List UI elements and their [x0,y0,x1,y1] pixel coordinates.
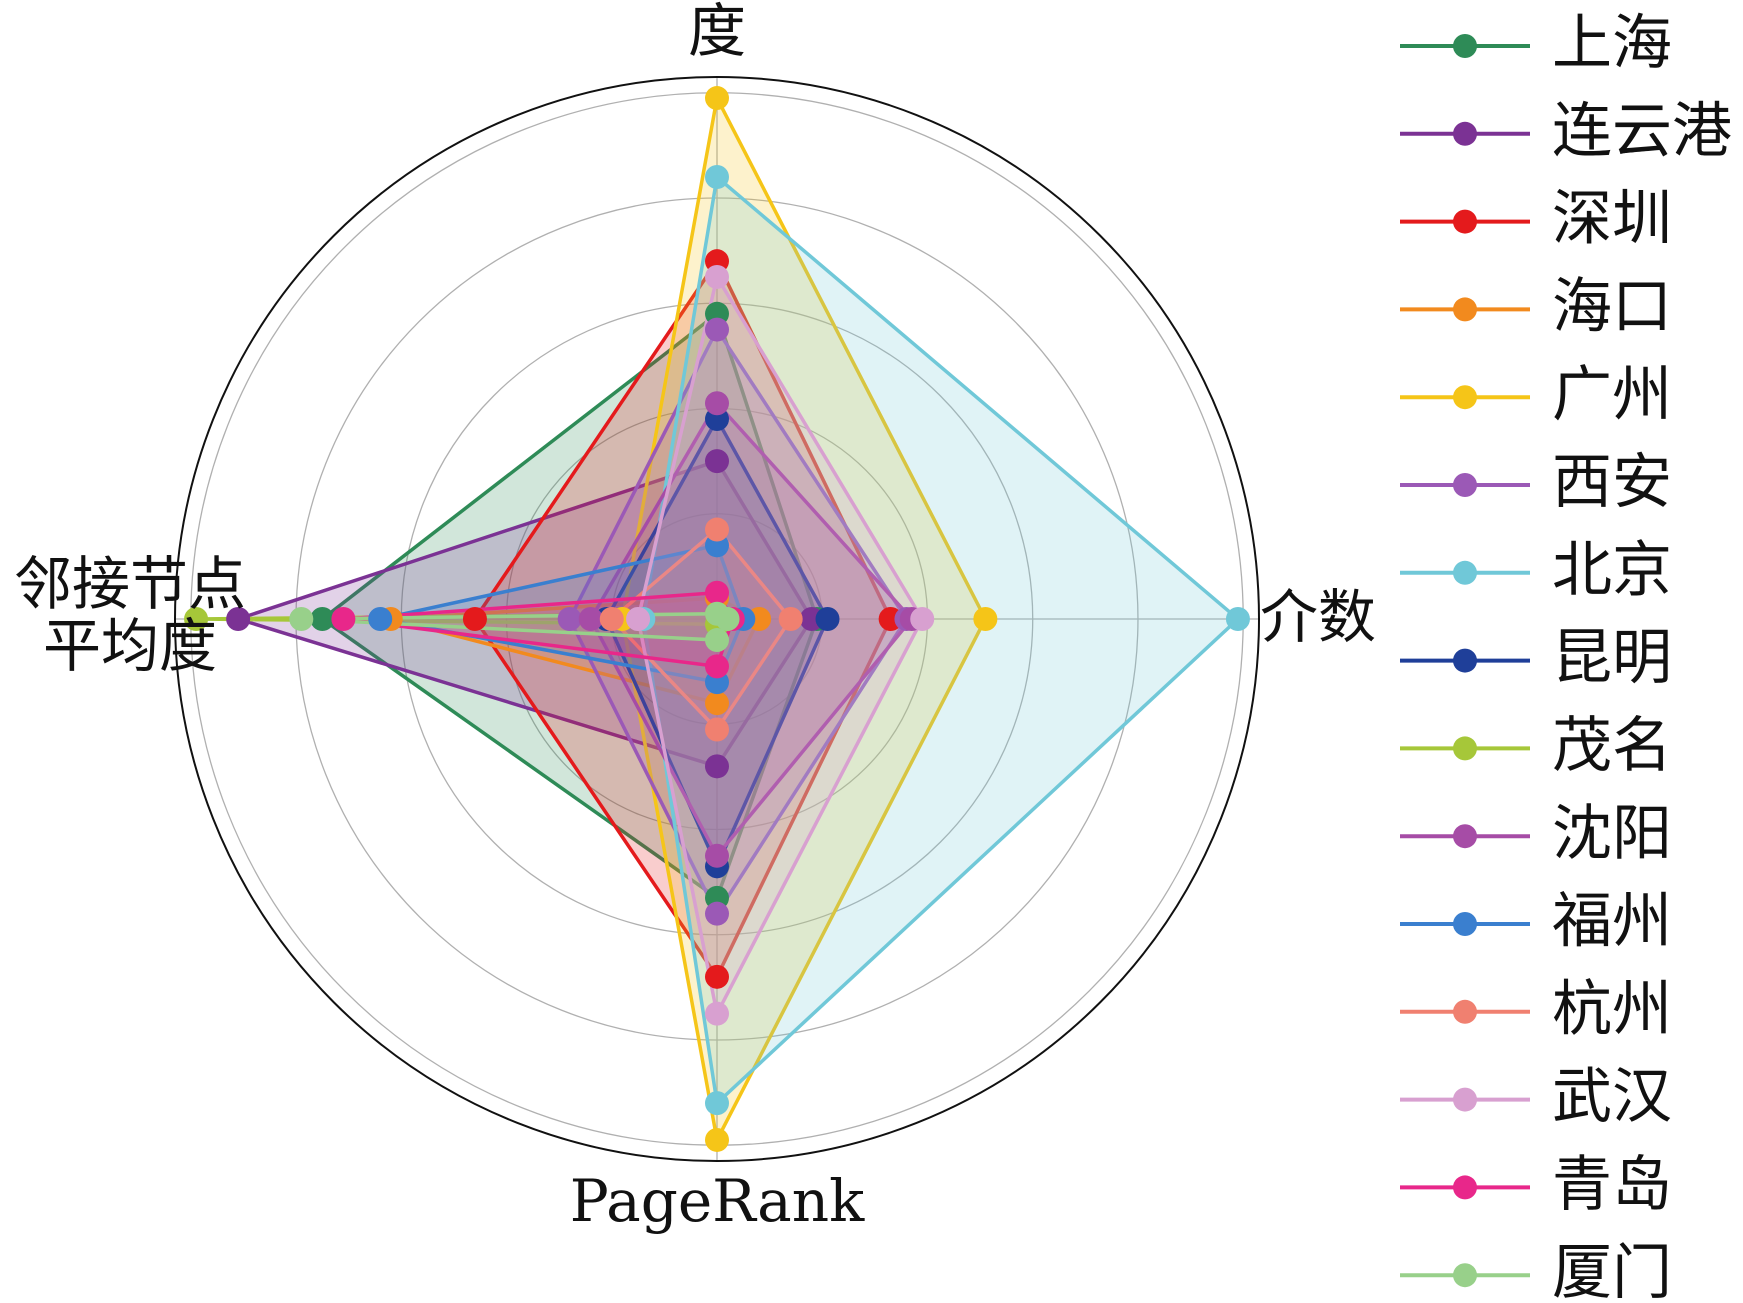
legend-marker [1453,736,1477,761]
legend-label: 上海 [1552,9,1672,79]
legend-label: 茂名 [1552,711,1672,781]
axis-label: 介数 [1259,583,1376,651]
data-point [705,164,729,189]
axis-label: 度 [687,0,746,65]
legend-label: 福州 [1552,887,1672,957]
data-point [705,391,729,416]
legend-label: 武汉 [1552,1062,1672,1132]
data-point [705,901,729,926]
data-point [705,517,729,542]
data-point [557,607,582,631]
legend-label: 厦门 [1552,1238,1672,1303]
data-point [778,607,803,631]
legend-label: 海口 [1552,272,1672,342]
data-point [705,654,729,679]
legend-marker [1453,912,1477,936]
axis-label: 邻接节点平均度 [13,550,246,680]
legend-marker [1453,297,1477,322]
legend-marker [1453,648,1477,673]
data-point [310,607,335,631]
data-point [705,628,729,653]
legend-label: 北京 [1552,535,1672,605]
legend-marker [1453,824,1477,849]
data-point [368,607,393,631]
data-point [626,607,651,631]
data-point [910,607,935,631]
legend-label: 青岛 [1552,1150,1672,1220]
legend-marker [1453,1263,1477,1288]
legend-label: 深圳 [1552,184,1672,254]
legend-label: 连云港 [1552,96,1732,166]
legend-label: 昆明 [1552,623,1672,693]
axis-label: PageRank [569,1167,865,1235]
legend-label: 西安 [1552,448,1672,518]
data-point [226,607,251,631]
legend-label: 广州 [1552,360,1672,430]
data-point [815,607,840,631]
data-point [705,754,729,779]
frame [174,76,1260,1162]
data-point [705,1001,729,1026]
legend-marker [1453,385,1477,410]
data-point [705,449,729,474]
legend-marker [1453,34,1477,58]
data-point [599,607,624,631]
data-point [1225,607,1250,631]
legend-marker [1453,999,1477,1024]
data-point [705,264,729,289]
data-point [705,580,729,605]
legend-marker [1453,473,1477,497]
data-point [705,691,729,716]
data-point [705,843,729,868]
legend-marker [1453,560,1477,585]
data-point [715,607,740,631]
legend-marker [1453,209,1477,234]
data-point [331,607,356,631]
data-point [705,964,729,989]
data-point [705,717,729,742]
legend-marker [1453,1087,1477,1112]
data-point [578,607,603,631]
legend-label: 杭州 [1552,974,1672,1044]
data-point [705,317,729,342]
data-point [705,1091,729,1116]
data-point [289,607,314,631]
data-point [184,607,209,631]
data-point [705,1127,729,1152]
data-point [973,607,998,631]
data-point [705,86,729,111]
data-point [462,607,487,631]
legend-label: 沈阳 [1552,799,1672,869]
legend-marker [1453,1175,1477,1200]
legend-marker [1453,121,1477,146]
